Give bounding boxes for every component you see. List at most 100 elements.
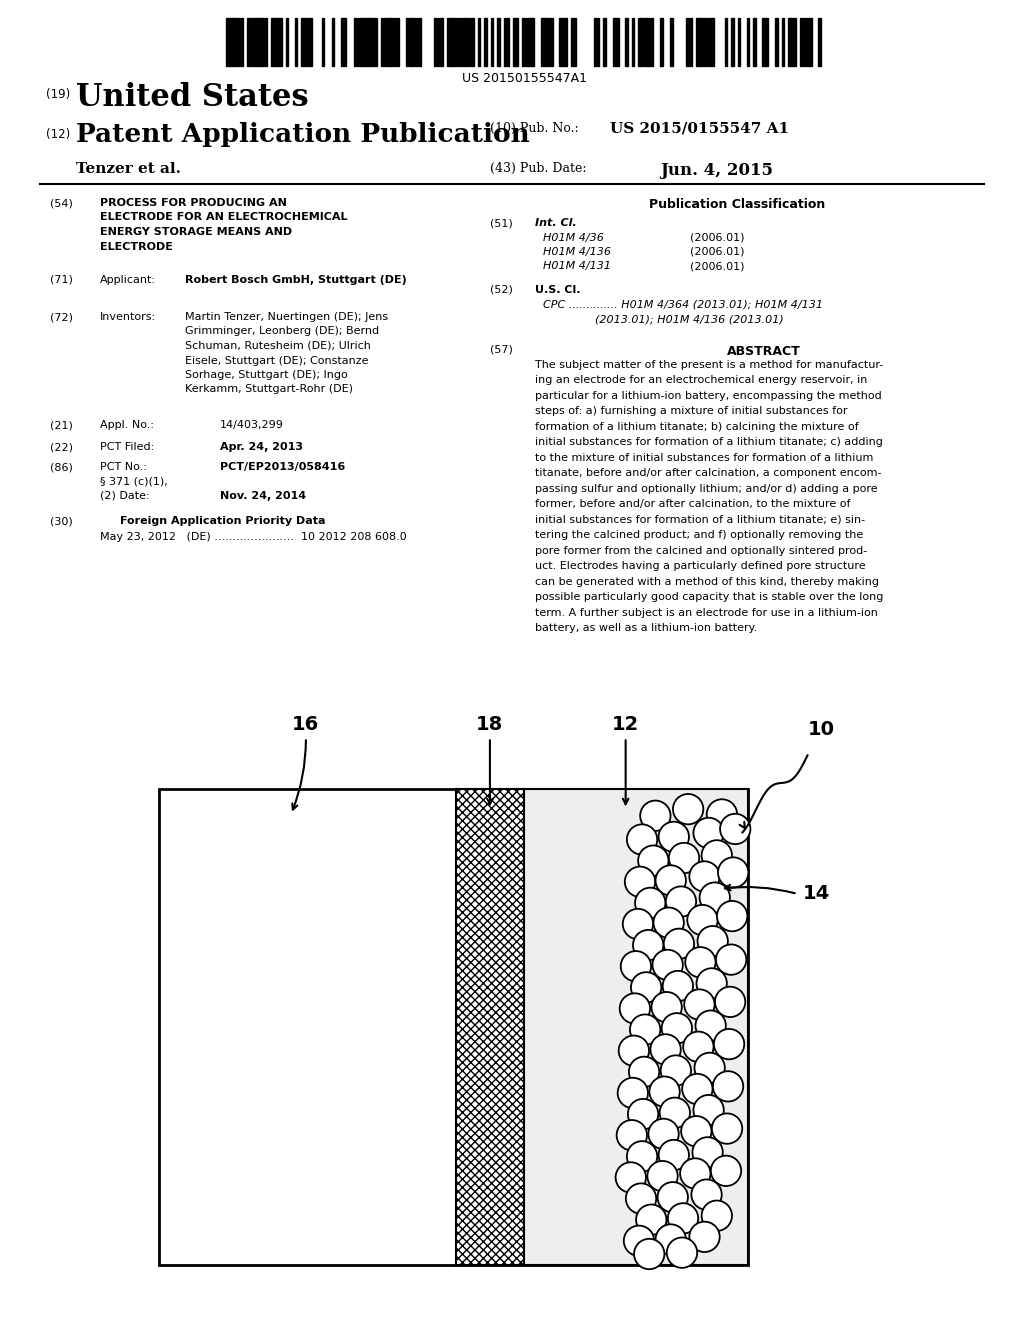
Bar: [522, 18, 525, 66]
Bar: [497, 18, 500, 66]
Text: (2006.01): (2006.01): [690, 261, 744, 272]
Text: (10) Pub. No.:: (10) Pub. No.:: [490, 121, 579, 135]
Bar: [818, 18, 821, 66]
Circle shape: [714, 1030, 744, 1060]
Text: (86): (86): [50, 462, 73, 473]
Bar: [341, 18, 346, 66]
Text: uct. Electrodes having a particularly defined pore structure: uct. Electrodes having a particularly de…: [535, 561, 865, 572]
Text: to the mixture of initial substances for formation of a lithium: to the mixture of initial substances for…: [535, 453, 873, 462]
Circle shape: [681, 1115, 712, 1146]
Bar: [440, 18, 442, 66]
Circle shape: [620, 993, 650, 1024]
Circle shape: [660, 1055, 691, 1085]
Text: 16: 16: [292, 715, 319, 734]
Bar: [264, 18, 267, 66]
Bar: [725, 18, 727, 66]
Bar: [384, 18, 386, 66]
Bar: [446, 18, 452, 66]
Text: (2) Date:: (2) Date:: [100, 491, 150, 502]
Bar: [541, 18, 544, 66]
Bar: [686, 18, 689, 66]
Bar: [415, 18, 418, 66]
Circle shape: [636, 1205, 667, 1236]
Circle shape: [667, 1237, 697, 1267]
Circle shape: [633, 929, 664, 961]
Circle shape: [701, 841, 732, 871]
Bar: [523, 789, 748, 1265]
Text: tering the calcined product; and f) optionally removing the: tering the calcined product; and f) opti…: [535, 531, 863, 540]
Text: titanate, before and/or after calcination, a component encom-: titanate, before and/or after calcinatio…: [535, 469, 882, 478]
Circle shape: [627, 824, 657, 855]
Text: ABSTRACT: ABSTRACT: [727, 345, 801, 358]
Text: Jun. 4, 2015: Jun. 4, 2015: [660, 162, 773, 180]
Circle shape: [682, 1074, 713, 1104]
Circle shape: [696, 969, 727, 998]
Text: ELECTRODE FOR AN ELECTROCHEMICAL: ELECTRODE FOR AN ELECTROCHEMICAL: [100, 213, 347, 223]
Bar: [381, 18, 383, 66]
Bar: [644, 18, 646, 66]
Circle shape: [692, 1137, 723, 1167]
Circle shape: [701, 1201, 732, 1230]
Bar: [433, 18, 436, 66]
Text: ENERGY STORAGE MEANS AND: ENERGY STORAGE MEANS AND: [100, 227, 292, 238]
Circle shape: [615, 1163, 646, 1193]
Text: 14/403,299: 14/403,299: [220, 420, 284, 430]
Circle shape: [717, 900, 748, 932]
Text: (2006.01): (2006.01): [690, 247, 744, 257]
Bar: [570, 18, 575, 66]
Text: US 2015/0155547 A1: US 2015/0155547 A1: [610, 121, 790, 136]
Circle shape: [664, 929, 694, 958]
Bar: [360, 18, 368, 66]
Bar: [800, 18, 802, 66]
Text: (2013.01); H01M 4/136 (2013.01): (2013.01); H01M 4/136 (2013.01): [595, 314, 783, 323]
Text: Publication Classification: Publication Classification: [649, 198, 825, 211]
Text: pore former from the calcined and optionally sintered prod-: pore former from the calcined and option…: [535, 545, 867, 556]
Circle shape: [658, 1139, 689, 1171]
Bar: [603, 18, 606, 66]
Bar: [731, 18, 733, 66]
Bar: [374, 18, 377, 66]
Circle shape: [716, 945, 746, 974]
Bar: [477, 18, 480, 66]
Text: (54): (54): [50, 198, 73, 209]
Bar: [322, 18, 325, 66]
Text: H01M 4/36: H01M 4/36: [543, 232, 604, 243]
Circle shape: [628, 1098, 658, 1129]
Circle shape: [689, 1222, 720, 1253]
Bar: [550, 18, 553, 66]
Text: (52): (52): [490, 285, 513, 294]
Bar: [650, 18, 653, 66]
Circle shape: [699, 883, 730, 913]
Bar: [410, 18, 414, 66]
Text: ing an electrode for an electrochemical energy reservoir, in: ing an electrode for an electrochemical …: [535, 375, 867, 385]
Text: CPC .............. H01M 4/364 (2013.01); H01M 4/131: CPC .............. H01M 4/364 (2013.01);…: [543, 300, 823, 309]
Text: (72): (72): [50, 312, 73, 322]
Bar: [626, 18, 628, 66]
Text: (71): (71): [50, 275, 73, 285]
Text: (30): (30): [50, 516, 73, 525]
Bar: [765, 18, 768, 66]
Bar: [471, 18, 473, 66]
Circle shape: [683, 1032, 714, 1061]
Text: term. A further subject is an electrode for use in a lithium-ion: term. A further subject is an electrode …: [535, 607, 878, 618]
Bar: [462, 18, 467, 66]
Text: initial substances for formation of a lithium titanate; e) sin-: initial substances for formation of a li…: [535, 515, 865, 524]
Circle shape: [649, 1076, 680, 1106]
Bar: [696, 18, 698, 66]
Bar: [353, 18, 356, 66]
Circle shape: [689, 861, 720, 892]
Circle shape: [658, 821, 689, 853]
Bar: [456, 18, 458, 66]
Bar: [468, 18, 470, 66]
Text: (43) Pub. Date:: (43) Pub. Date:: [490, 162, 587, 176]
Circle shape: [631, 972, 662, 1003]
Bar: [699, 18, 701, 66]
Bar: [781, 18, 784, 66]
Text: U.S. Cl.: U.S. Cl.: [535, 285, 581, 294]
Circle shape: [695, 1011, 726, 1041]
Text: Nov. 24, 2014: Nov. 24, 2014: [220, 491, 306, 502]
Bar: [387, 18, 392, 66]
Text: Int. Cl.: Int. Cl.: [535, 218, 577, 228]
Circle shape: [694, 1053, 725, 1084]
Text: May 23, 2012   (DE) ......................  10 2012 208 608.0: May 23, 2012 (DE) ......................…: [100, 532, 407, 543]
